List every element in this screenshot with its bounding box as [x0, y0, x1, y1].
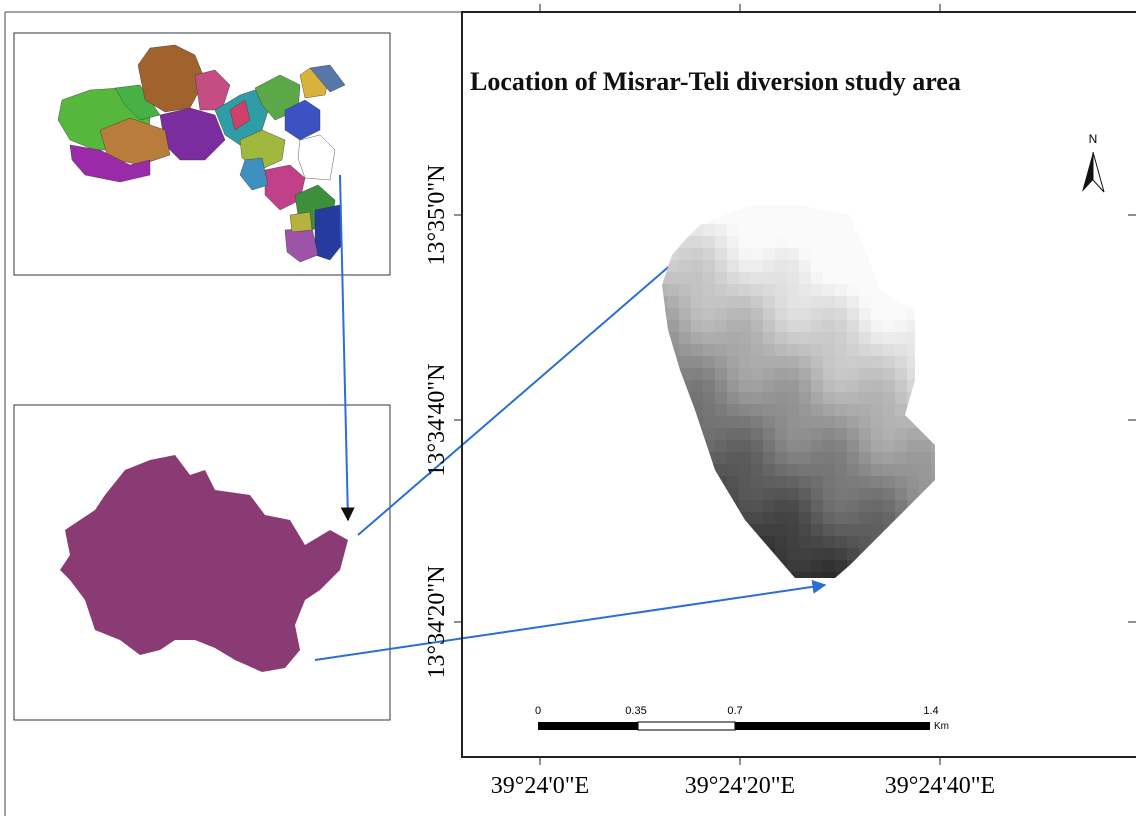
scale-label: 1.4 — [923, 705, 938, 717]
map-figure: Location of Misrar-Teli diversion study … — [0, 0, 1136, 816]
elevation-raster — [655, 200, 955, 596]
latitude-label: 13°35'0"N — [424, 164, 450, 265]
longitude-label: 39°24'40"E — [885, 773, 995, 799]
scale-unit: Km — [934, 721, 949, 732]
north-label: N — [1089, 132, 1098, 146]
scale-label: 0.7 — [727, 705, 742, 717]
longitude-label: 39°24'0"E — [491, 773, 589, 799]
arrow — [315, 585, 825, 660]
scale-label: 0.35 — [625, 705, 646, 717]
arrow — [358, 250, 688, 535]
scale-label: 0 — [535, 705, 541, 717]
map-title: Location of Misrar-Teli diversion study … — [470, 67, 961, 96]
latitude-label: 13°34'40"N — [424, 363, 450, 476]
north-arrow: N — [1082, 132, 1104, 192]
latitude-label: 13°34'20"N — [424, 565, 450, 678]
longitude-label: 39°24'20"E — [685, 773, 795, 799]
scale-bar: 0 0.35 0.7 1.4 Km — [535, 705, 949, 732]
